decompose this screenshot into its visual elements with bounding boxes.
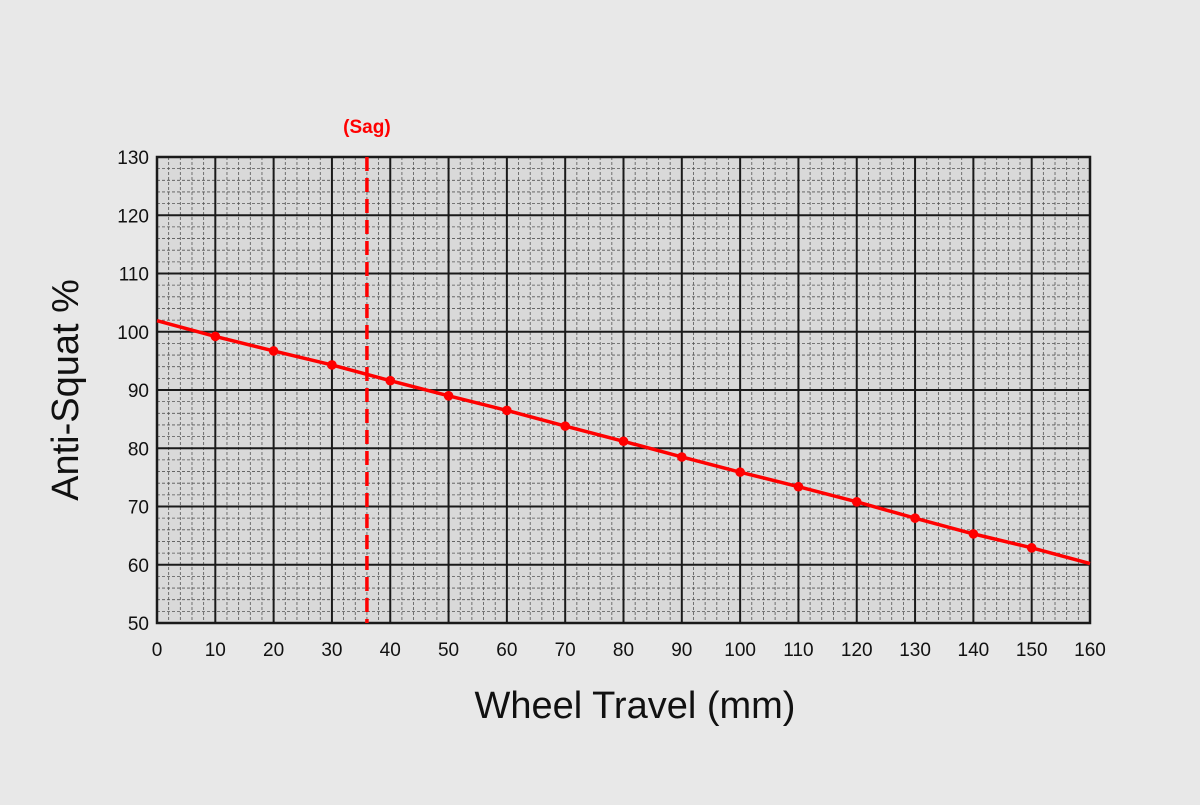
y-tick-label: 100 bbox=[117, 323, 149, 344]
x-tick-label: 110 bbox=[783, 640, 813, 661]
x-tick-label: 140 bbox=[958, 640, 990, 661]
data-point bbox=[502, 405, 512, 416]
y-tick-label: 50 bbox=[128, 614, 149, 635]
x-tick-label: 80 bbox=[613, 640, 634, 661]
x-tick-label: 70 bbox=[555, 640, 576, 661]
x-tick-label: 40 bbox=[380, 640, 401, 661]
data-point bbox=[677, 452, 687, 462]
y-tick-label: 70 bbox=[128, 498, 149, 519]
x-tick-label: 150 bbox=[1016, 640, 1048, 661]
y-tick-label: 90 bbox=[128, 381, 149, 402]
x-tick-label: 100 bbox=[724, 640, 756, 661]
sag-label: (Sag) bbox=[343, 117, 391, 138]
data-point bbox=[793, 481, 804, 492]
x-tick-label: 60 bbox=[496, 640, 517, 661]
y-tick-label: 110 bbox=[119, 265, 149, 286]
x-tick-label: 0 bbox=[152, 640, 163, 661]
data-point bbox=[735, 467, 745, 477]
x-axis-title: Wheel Travel (mm) bbox=[475, 685, 796, 727]
x-tick-label: 90 bbox=[671, 640, 692, 661]
y-tick-label: 120 bbox=[117, 206, 149, 227]
y-tick-label: 60 bbox=[128, 556, 149, 577]
x-tick-label: 120 bbox=[841, 640, 873, 661]
y-axis-title: Anti-Squat % bbox=[45, 279, 87, 501]
x-tick-label: 30 bbox=[321, 640, 342, 661]
data-point bbox=[210, 331, 221, 342]
y-tick-label: 80 bbox=[128, 439, 149, 460]
x-tick-label: 130 bbox=[899, 640, 931, 661]
y-tick-label: 130 bbox=[117, 148, 149, 169]
data-point bbox=[385, 375, 396, 386]
x-tick-label: 10 bbox=[205, 640, 226, 661]
data-point bbox=[443, 391, 454, 401]
x-tick-label: 20 bbox=[263, 640, 284, 661]
data-point bbox=[560, 421, 570, 431]
x-tick-label: 160 bbox=[1074, 640, 1106, 661]
data-point bbox=[851, 497, 862, 507]
data-point bbox=[968, 529, 979, 539]
series-layer bbox=[156, 318, 1091, 566]
plot-frame bbox=[155, 155, 1092, 625]
x-axis-tick-labels: 0 10 20 30 40 50 60 70 80 90 100 110 120 130 140 150 160 bbox=[152, 640, 1106, 661]
annotation-layer: (Sag) bbox=[343, 117, 391, 623]
data-point bbox=[268, 346, 279, 356]
y-axis-tick-labels: 50 60 70 80 90 100 110 120 130 bbox=[117, 148, 149, 635]
data-point bbox=[327, 360, 337, 370]
data-point bbox=[910, 513, 920, 523]
data-point bbox=[1026, 543, 1037, 553]
data-point bbox=[618, 436, 629, 447]
x-tick-label: 50 bbox=[438, 640, 459, 661]
